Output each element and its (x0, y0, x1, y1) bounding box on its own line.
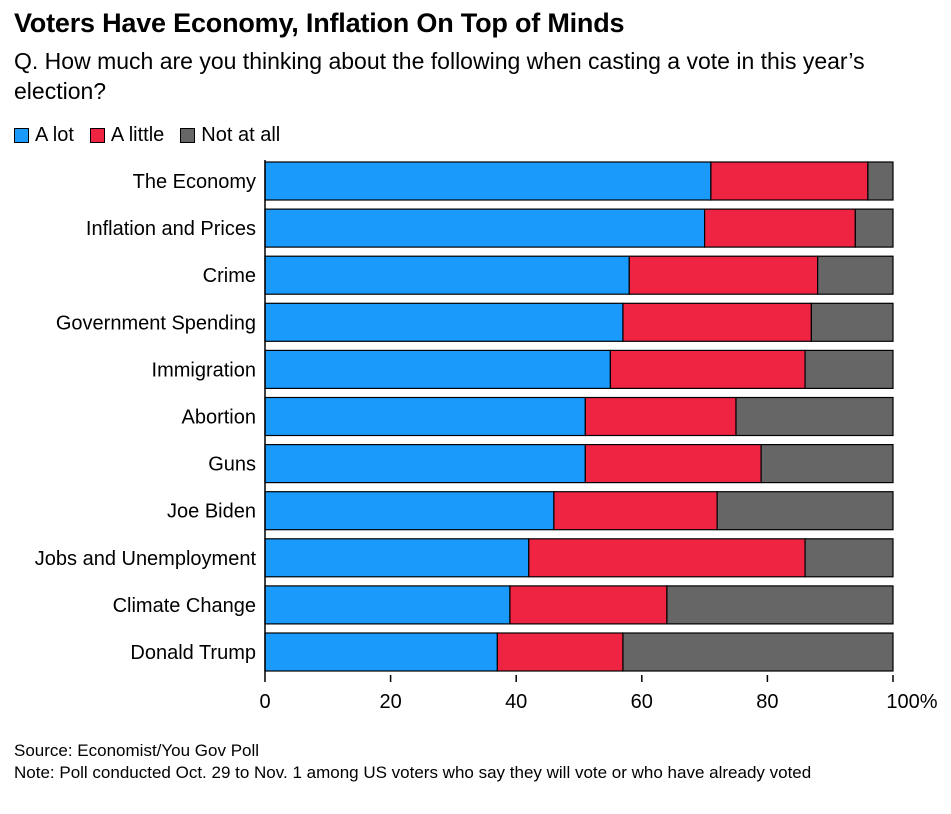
legend-item-a-lot: A lot (14, 124, 74, 147)
bar-the-economy-not-at-all (867, 161, 894, 201)
bar-donald-trump-a-lot (264, 632, 498, 672)
legend-label-a-little: A little (110, 124, 165, 146)
bar-jobs-and-unemployment-a-lot (264, 538, 530, 578)
chart-title: Voters Have Economy, Inflation On Top of… (14, 8, 625, 38)
x-tick-label-0: 0 (259, 691, 270, 713)
bar-climate-change-a-little (509, 585, 668, 625)
category-label-inflation-and-prices: Inflation and Prices (86, 218, 256, 240)
bar-the-economy-a-little (710, 161, 869, 201)
legend-label-not-at-all: Not at all (201, 124, 281, 146)
chart-footer: Source: Economist/You Gov Poll Note: Pol… (14, 740, 934, 784)
chart-subtitle: Q. How much are you thinking about the f… (14, 48, 865, 104)
bar-abortion-not-at-all (735, 396, 894, 437)
x-tick-label-20: 20 (379, 691, 401, 713)
methodology-note: Note: Poll conducted Oct. 29 to Nov. 1 a… (14, 763, 812, 782)
stacked-bar-chart: The Economy Inflation and Prices Crime Gove… (35, 160, 938, 713)
category-label-government-spending: Government Spending (56, 312, 256, 334)
category-label-guns: Guns (208, 454, 256, 476)
x-tick-label-40: 40 (505, 691, 527, 713)
bar-inflation-and-prices-not-at-all (854, 208, 894, 248)
x-tick-label-60: 60 (631, 691, 653, 713)
bar-immigration-not-at-all (804, 349, 894, 389)
category-label-joe-biden: Joe Biden (167, 501, 256, 523)
bar-guns-a-lot (264, 444, 586, 484)
bar-government-spending-not-at-all (810, 302, 894, 342)
bar-climate-change-not-at-all (666, 585, 894, 625)
category-label-immigration: Immigration (152, 359, 256, 381)
bar-donald-trump-not-at-all (622, 632, 894, 672)
category-label-the-economy: The Economy (133, 171, 256, 193)
bar-joe-biden-a-little (553, 491, 718, 531)
bar-abortion-a-lot (264, 396, 586, 437)
legend-swatch-a-lot (14, 128, 29, 143)
bar-jobs-and-unemployment-not-at-all (804, 538, 894, 578)
bar-jobs-and-unemployment-a-little (528, 538, 806, 578)
bar-guns-not-at-all (760, 444, 894, 484)
category-label-crime: Crime (203, 265, 256, 287)
category-label-jobs-and-unemployment: Jobs and Unemployment (35, 548, 257, 570)
legend-swatch-not-at-all (180, 128, 196, 143)
bar-inflation-and-prices-a-little (703, 208, 856, 248)
bar-the-economy-a-lot (264, 161, 712, 201)
bar-government-spending-a-lot (264, 302, 624, 342)
bar-donald-trump-a-little (496, 632, 624, 672)
legend: A lot A little Not at all (14, 124, 296, 147)
category-label-abortion: Abortion (182, 407, 257, 429)
legend-item-not-at-all: Not at all (180, 124, 280, 147)
category-label-climate-change: Climate Change (113, 595, 256, 617)
bar-guns-a-little (584, 444, 762, 484)
category-label-donald-trump: Donald Trump (130, 642, 256, 664)
bar-joe-biden-not-at-all (716, 491, 894, 531)
bar-immigration-a-little (609, 349, 806, 389)
bar-climate-change-a-lot (264, 585, 511, 625)
source-note: Source: Economist/You Gov Poll (14, 741, 260, 760)
bar-inflation-and-prices-a-lot (264, 208, 706, 248)
legend-item-a-little: A little (89, 124, 165, 147)
bar-government-spending-a-little (622, 302, 812, 342)
bar-abortion-a-little (584, 396, 737, 437)
bar-immigration-a-lot (264, 349, 611, 389)
legend-label-a-lot: A lot (35, 124, 74, 146)
x-tick-label-80: 80 (756, 691, 778, 713)
legend-swatch-a-little (89, 128, 105, 143)
bar-crime-a-lot (264, 255, 630, 295)
x-tick-label-100: 100% (886, 691, 937, 713)
bar-joe-biden-a-lot (264, 491, 555, 531)
bar-crime-a-little (628, 255, 819, 295)
bar-crime-not-at-all (817, 255, 894, 295)
